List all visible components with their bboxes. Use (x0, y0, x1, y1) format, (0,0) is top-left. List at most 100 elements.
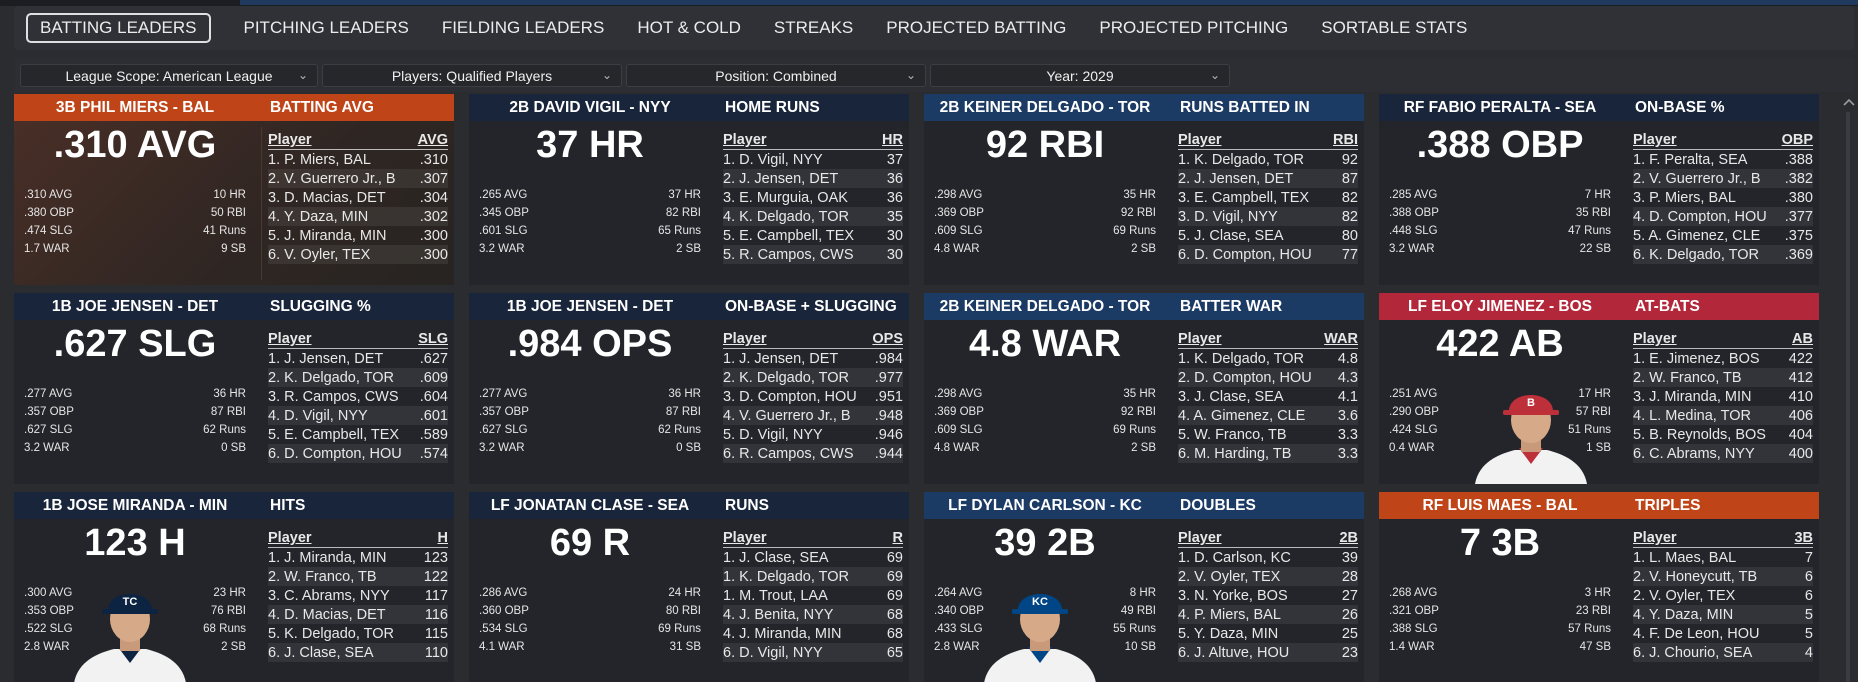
leaderboard-row[interactable]: 3. J. Miranda, MIN 410 (1633, 387, 1813, 406)
stat-column-header[interactable]: OPS (872, 331, 903, 347)
leaderboard-row[interactable]: 5. D. Vigil, NYY .946 (723, 425, 903, 444)
leaderboard-row[interactable]: 4. A. Gimenez, CLE 3.6 (1178, 406, 1358, 425)
tab-fielding-leaders[interactable]: FIELDING LEADERS (441, 18, 605, 37)
leaderboard-row[interactable]: 3. D. Compton, HOU .951 (723, 387, 903, 406)
leader-player-name[interactable]: 2B KEINER DELGADO - TOR (939, 98, 1151, 116)
leaderboard-row[interactable]: 2. V. Honeycutt, TB 6 (1633, 567, 1813, 586)
leaderboard-row[interactable]: 1. J. Clase, SEA 69 (723, 548, 903, 567)
player-column-header[interactable]: Player (723, 530, 767, 546)
leader-card[interactable]: LF ELOY JIMENEZ - BOS AT-BATS 422 AB .251 A… (1379, 293, 1819, 484)
player-column-header[interactable]: Player (1178, 132, 1222, 148)
leaderboard-row[interactable]: 6. C. Abrams, NYY 400 (1633, 444, 1813, 463)
leaderboard-row[interactable]: 1. D. Carlson, KC 39 (1178, 548, 1358, 567)
stat-column-header[interactable]: SLG (418, 331, 448, 347)
leader-card[interactable]: 1B JOE JENSEN - DET SLUGGING % .627 SLG .27… (14, 293, 454, 484)
leaderboard-row[interactable]: 6. J. Altuve, HOU 23 (1178, 643, 1358, 662)
stat-column-header[interactable]: WAR (1324, 331, 1358, 347)
leaderboard-row[interactable]: 2. V. Oyler, TEX 6 (1633, 586, 1813, 605)
leaderboard-row[interactable]: 4. D. Compton, HOU .377 (1633, 207, 1813, 226)
stat-column-header[interactable]: RBI (1333, 132, 1358, 148)
position-dropdown[interactable]: Position: Combined ⌄ (626, 64, 926, 87)
scrollbar-track[interactable] (1846, 112, 1850, 682)
leaderboard-row[interactable]: 5. E. Campbell, TEX 30 (723, 226, 903, 245)
leaderboard-row[interactable]: 3. D. Vigil, NYY 82 (1178, 207, 1358, 226)
leaderboard-row[interactable]: 3. E. Campbell, TEX 82 (1178, 188, 1358, 207)
stat-column-header[interactable]: OBP (1781, 132, 1813, 148)
leaderboard-row[interactable]: 6. J. Clase, SEA 110 (268, 643, 448, 662)
leaderboard-row[interactable]: 3. N. Yorke, BOS 27 (1178, 586, 1358, 605)
leader-card[interactable]: RF FABIO PERALTA - SEA ON-BASE % .388 OBP.… (1379, 94, 1819, 285)
leader-card[interactable]: 1B JOSE MIRANDA - MIN HITS 123 H .300 AVG .3… (14, 492, 454, 682)
player-column-header[interactable]: Player (723, 132, 767, 148)
leader-card[interactable]: 2B KEINER DELGADO - TOR BATTER WAR 4.8 WAR… (924, 293, 1364, 484)
leader-player-name[interactable]: LF ELOY JIMENEZ - BOS (1407, 297, 1592, 315)
leaderboard-row[interactable]: 6. R. Campos, CWS .944 (723, 444, 903, 463)
leaderboard-row[interactable]: 5. J. Clase, SEA 80 (1178, 226, 1358, 245)
leaderboard-row[interactable]: 1. J. Miranda, MIN 123 (268, 548, 448, 567)
leaderboard-row[interactable]: 1. M. Trout, LAA 69 (723, 586, 903, 605)
leader-player-name[interactable]: RF FABIO PERALTA - SEA (1403, 98, 1597, 116)
leaderboard-row[interactable]: 1. K. Delgado, TOR 4.8 (1178, 349, 1358, 368)
leaderboard-row[interactable]: 3. J. Clase, SEA 4.1 (1178, 387, 1358, 406)
leaderboard-row[interactable]: 5. W. Franco, TB 3.3 (1178, 425, 1358, 444)
year-dropdown[interactable]: Year: 2029 ⌄ (930, 64, 1230, 87)
leaderboard-row[interactable]: 5. B. Reynolds, BOS 404 (1633, 425, 1813, 444)
leaderboard-row[interactable]: 4. Y. Daza, MIN .302 (268, 207, 448, 226)
leaderboard-row[interactable]: 1. K. Delgado, TOR 92 (1178, 150, 1358, 169)
stat-column-header[interactable]: 2B (1339, 530, 1358, 546)
player-column-header[interactable]: Player (1178, 331, 1222, 347)
leaderboard-row[interactable]: 3. E. Murguia, OAK 36 (723, 188, 903, 207)
leader-player-name[interactable]: 1B JOE JENSEN - DET (506, 297, 674, 315)
leaderboard-row[interactable]: 1. J. Jensen, DET .984 (723, 349, 903, 368)
leaderboard-row[interactable]: 1. P. Miers, BAL .310 (268, 150, 448, 169)
stat-column-header[interactable]: R (892, 530, 903, 546)
leaderboard-row[interactable]: 6. D. Compton, HOU 77 (1178, 245, 1358, 264)
leaderboard-row[interactable]: 4. J. Benita, NYY 68 (723, 605, 903, 624)
leaderboard-row[interactable]: 1. L. Maes, BAL 7 (1633, 548, 1813, 567)
leaderboard-row[interactable]: 4. Y. Daza, MIN 5 (1633, 605, 1813, 624)
leaderboard-row[interactable]: 4. V. Guerrero Jr., B .948 (723, 406, 903, 425)
leaderboard-row[interactable]: 6. D. Compton, HOU .574 (268, 444, 448, 463)
leaderboard-row[interactable]: 1. D. Vigil, NYY 37 (723, 150, 903, 169)
tab-pitching-leaders[interactable]: PITCHING LEADERS (243, 18, 409, 37)
stat-column-header[interactable]: AVG (417, 132, 448, 148)
leader-card[interactable]: 3B PHIL MIERS - BAL BATTING AVG .310 AVG .3… (14, 94, 454, 285)
tab-streaks[interactable]: STREAKS (773, 18, 854, 37)
leaderboard-row[interactable]: 4. D. Vigil, NYY .601 (268, 406, 448, 425)
leaderboard-row[interactable]: 5. Y. Daza, MIN 25 (1178, 624, 1358, 643)
leaderboard-row[interactable]: 5. E. Campbell, TEX .589 (268, 425, 448, 444)
leader-card[interactable]: RF LUIS MAES - BAL TRIPLES 7 3B .268 AVG .32… (1379, 492, 1819, 682)
leaderboard-row[interactable]: 1. K. Delgado, TOR 69 (723, 567, 903, 586)
player-column-header[interactable]: Player (268, 530, 312, 546)
tab-sortable-stats[interactable]: SORTABLE STATS (1321, 18, 1468, 37)
player-column-header[interactable]: Player (268, 331, 312, 347)
leaderboard-row[interactable]: 6. J. Chourio, SEA 4 (1633, 643, 1813, 662)
leaderboard-row[interactable]: 1. J. Jensen, DET .627 (268, 349, 448, 368)
leader-player-name[interactable]: LF DYLAN CARLSON - KC (948, 496, 1142, 514)
leaderboard-row[interactable]: 4. L. Medina, TOR 406 (1633, 406, 1813, 425)
leaderboard-row[interactable]: 4. D. Macias, DET 116 (268, 605, 448, 624)
leader-player-name[interactable]: RF LUIS MAES - BAL (1422, 496, 1578, 514)
leaderboard-row[interactable]: 5. J. Miranda, MIN .300 (268, 226, 448, 245)
leaderboard-row[interactable]: 6. M. Harding, TB 3.3 (1178, 444, 1358, 463)
leaderboard-row[interactable]: 2. J. Jensen, DET 87 (1178, 169, 1358, 188)
leaderboard-row[interactable]: 4. K. Delgado, TOR 35 (723, 207, 903, 226)
league-scope-dropdown[interactable]: League Scope: American League ⌄ (20, 64, 318, 87)
leaderboard-row[interactable]: 6. D. Vigil, NYY 65 (723, 643, 903, 662)
leaderboard-row[interactable]: 1. F. Peralta, SEA .388 (1633, 150, 1813, 169)
stat-column-header[interactable]: 3B (1794, 530, 1813, 546)
leader-card[interactable]: 1B JOE JENSEN - DET ON-BASE + SLUGGING .98… (469, 293, 909, 484)
leaderboard-row[interactable]: 3. R. Campos, CWS .604 (268, 387, 448, 406)
stat-column-header[interactable]: H (437, 530, 448, 546)
leader-player-name[interactable]: 3B PHIL MIERS - BAL (55, 98, 215, 116)
leaderboard-row[interactable]: 2. V. Guerrero Jr., B .382 (1633, 169, 1813, 188)
leader-card[interactable]: LF DYLAN CARLSON - KC DOUBLES 39 2B .264 AV… (924, 492, 1364, 682)
player-column-header[interactable]: Player (1178, 530, 1222, 546)
leader-player-name[interactable]: LF JONATAN CLASE - SEA (490, 496, 690, 514)
leaderboard-row[interactable]: 6. V. Oyler, TEX .300 (268, 245, 448, 264)
leaderboard-row[interactable]: 2. V. Guerrero Jr., B .307 (268, 169, 448, 188)
leader-player-name[interactable]: 1B JOSE MIRANDA - MIN (42, 496, 228, 514)
player-column-header[interactable]: Player (1633, 331, 1677, 347)
leaderboard-row[interactable]: 1. E. Jimenez, BOS 422 (1633, 349, 1813, 368)
leaderboard-row[interactable]: 4. P. Miers, BAL 26 (1178, 605, 1358, 624)
